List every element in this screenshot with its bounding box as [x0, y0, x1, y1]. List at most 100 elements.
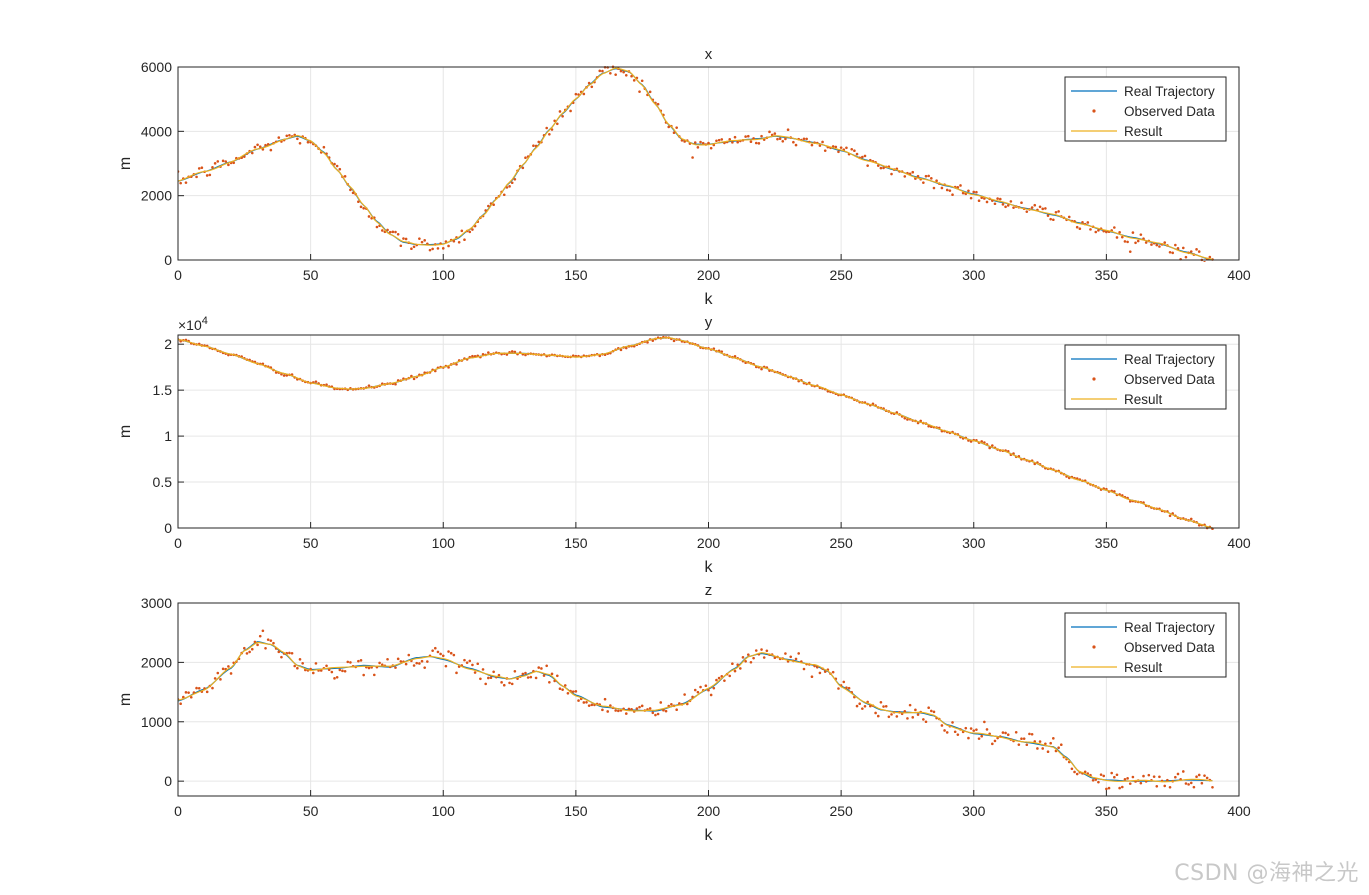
observed-point: [797, 652, 800, 655]
observed-point: [693, 688, 697, 692]
observed-point: [582, 701, 586, 704]
observed-point: [1189, 250, 1193, 253]
observed-point: [1078, 227, 1082, 231]
observed-point: [566, 691, 570, 695]
observed-point: [550, 672, 554, 676]
observed-point: [940, 724, 944, 727]
observed-point: [492, 203, 495, 207]
observed-point: [258, 634, 262, 638]
legend-box: [1064, 612, 1227, 678]
observed-point: [548, 133, 551, 136]
observed-point: [243, 155, 246, 158]
observed-point: [444, 664, 448, 668]
observed-point: [654, 713, 657, 717]
observed-point: [221, 159, 225, 163]
observed-point: [558, 110, 562, 113]
observed-point: [1033, 740, 1037, 743]
observed-point: [1038, 740, 1042, 743]
observed-point: [624, 73, 628, 77]
observed-point: [1089, 228, 1092, 231]
observed-point: [887, 715, 891, 719]
observed-point: [407, 653, 411, 657]
observed-point: [911, 170, 915, 174]
observed-point: [1126, 240, 1129, 244]
observed-point: [1139, 233, 1143, 236]
observed-point: [487, 204, 490, 208]
observed-point: [412, 377, 416, 381]
observed-point: [720, 138, 724, 141]
observed-point: [1128, 250, 1132, 253]
observed-point: [1203, 260, 1206, 262]
x-tick-label: 200: [697, 267, 721, 283]
observed-point: [609, 71, 612, 75]
observed-point: [590, 85, 594, 89]
observed-point: [1115, 773, 1119, 777]
observed-point: [455, 363, 458, 366]
legend-box: [1064, 76, 1227, 142]
observed-point: [195, 686, 198, 690]
observed-point: [696, 690, 700, 694]
observed-point: [473, 671, 477, 674]
observed-point: [1004, 731, 1007, 735]
legend: Real Trajectory Observed Data Result: [1064, 76, 1227, 142]
observed-point: [691, 156, 694, 159]
observed-point: [699, 140, 702, 144]
x-tick-label: 350: [1095, 803, 1119, 819]
legend-label: Real Trajectory: [1124, 352, 1215, 367]
y-tick-label: 0.5: [153, 474, 173, 490]
observed-point: [492, 670, 495, 674]
observed-point: [792, 140, 795, 144]
observed-point: [874, 711, 877, 715]
x-tick-label: 300: [962, 267, 986, 283]
observed-point: [333, 162, 336, 166]
observed-point: [723, 679, 726, 682]
observed-point: [288, 133, 291, 137]
y-tick-label: 1: [164, 428, 172, 444]
observed-point: [378, 661, 381, 665]
observed-point: [1163, 241, 1167, 244]
observed-point: [1128, 500, 1132, 503]
observed-point: [646, 341, 649, 344]
observed-point: [1022, 737, 1026, 740]
observed-point: [391, 230, 395, 234]
data-layer: [178, 335, 1214, 530]
observed-point: [1155, 785, 1159, 788]
observed-point: [741, 656, 745, 659]
observed-point: [839, 146, 843, 149]
observed-point: [487, 676, 490, 680]
x-tick-label: 400: [1227, 535, 1251, 551]
observed-point: [357, 200, 360, 203]
observed-point: [693, 141, 697, 144]
observed-point: [1107, 786, 1111, 790]
observed-point: [184, 181, 188, 184]
observed-point: [784, 137, 787, 141]
observed-point: [951, 193, 954, 197]
observed-point: [362, 206, 365, 210]
observed-point: [513, 350, 517, 354]
observed-point: [410, 247, 413, 250]
observed-point: [627, 707, 631, 711]
observed-point: [428, 248, 432, 252]
observed-point: [930, 177, 933, 180]
observed-point: [720, 675, 724, 678]
x-tick-label: 100: [432, 535, 456, 551]
observed-point: [1131, 231, 1135, 234]
observed-point: [298, 141, 302, 145]
observed-point: [537, 666, 541, 669]
x-tick-label: 200: [697, 803, 721, 819]
observed-point: [590, 703, 594, 707]
observed-point: [802, 137, 806, 141]
observed-point: [524, 156, 527, 160]
observed-point: [1168, 785, 1172, 789]
observed-point: [436, 650, 440, 654]
y-tick-label: 6000: [141, 59, 172, 75]
observed-point: [269, 639, 273, 642]
observed-point: [667, 125, 671, 129]
observed-point: [1025, 210, 1029, 213]
observed-point: [243, 646, 246, 650]
observed-point: [606, 710, 610, 713]
observed-point: [532, 144, 535, 148]
axes-frame: [177, 334, 1240, 529]
observed-point: [415, 661, 419, 665]
observed-point: [1123, 240, 1127, 243]
